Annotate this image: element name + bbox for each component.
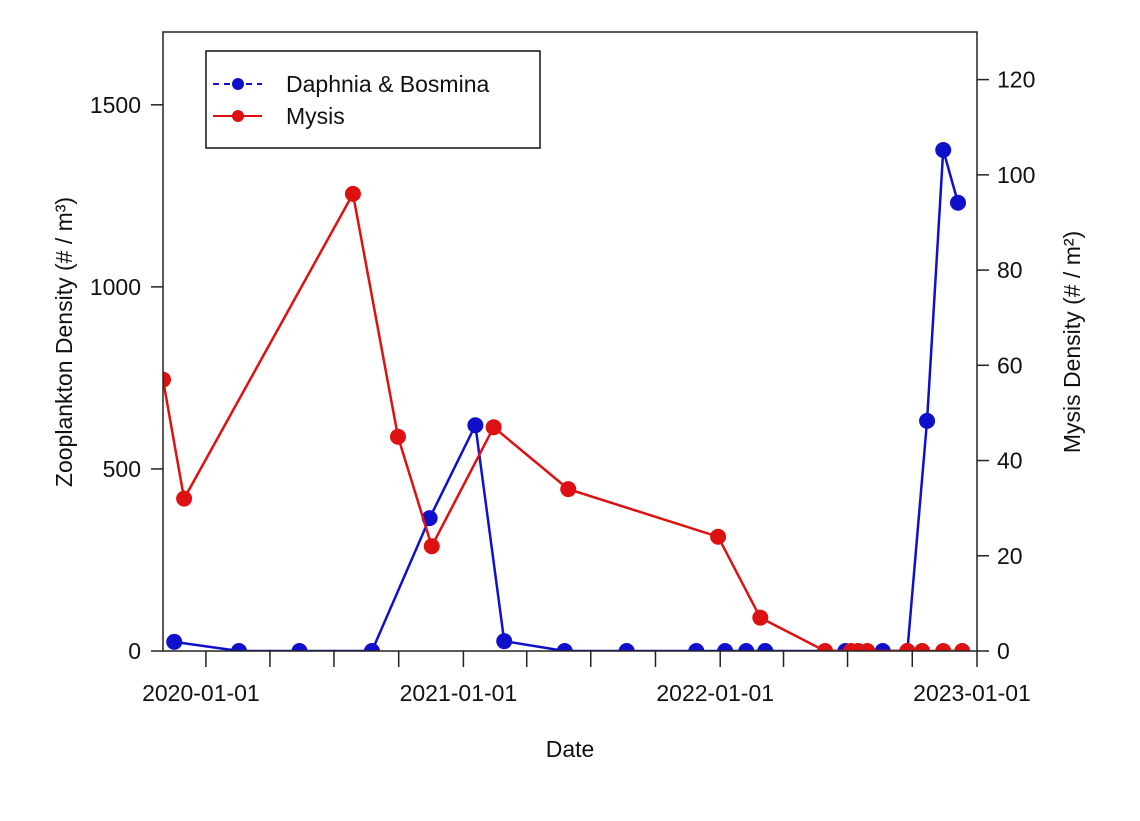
x-axis-label: Date	[546, 736, 595, 762]
y-tick-label-right: 100	[997, 162, 1035, 188]
data-point-daphnia	[738, 643, 755, 651]
y-tick-label-left: 0	[128, 638, 141, 664]
data-point-mysis	[859, 643, 876, 651]
y-tick-label-left: 500	[103, 456, 141, 482]
data-point-mysis	[389, 428, 406, 445]
data-point-daphnia	[363, 643, 380, 651]
y-tick-label-left: 1500	[90, 92, 141, 118]
data-point-daphnia	[919, 412, 936, 429]
legend-box	[205, 50, 541, 149]
y-tick-label-right: 0	[997, 638, 1010, 664]
data-point-mysis	[817, 643, 834, 651]
series-line-mysis	[163, 190, 963, 651]
data-point-daphnia	[688, 643, 705, 651]
y-tick-label-left: 1000	[90, 274, 141, 300]
y-tick-label-right: 60	[997, 352, 1023, 378]
data-point-daphnia	[421, 510, 438, 527]
data-point-daphnia	[717, 643, 734, 651]
data-point-daphnia	[230, 643, 247, 651]
x-tick-label: 2023-01-01	[913, 680, 1031, 706]
data-point-mysis	[710, 528, 727, 545]
data-point-daphnia	[874, 643, 891, 651]
legend-label-daphnia: Daphnia & Bosmina	[286, 71, 489, 97]
data-point-mysis	[485, 419, 502, 436]
data-point-mysis	[344, 185, 361, 202]
data-point-mysis	[176, 490, 193, 507]
data-point-daphnia	[291, 643, 308, 651]
series-layer	[163, 141, 971, 651]
data-point-mysis	[423, 538, 440, 555]
data-point-mysis	[954, 643, 971, 651]
axes: 2020-01-01 2021-01-01 2022-01-01 2023-01-01…	[90, 67, 1036, 706]
data-point-mysis	[914, 643, 931, 651]
y-tick-label-right: 40	[997, 448, 1023, 474]
plot-frame	[162, 31, 978, 652]
data-point-daphnia	[166, 633, 183, 650]
y-axis-label-left: Zooplankton Density (# / m³)	[51, 197, 77, 487]
legend-label-mysis: Mysis	[286, 103, 345, 129]
data-point-daphnia	[556, 643, 573, 651]
data-point-mysis	[935, 643, 952, 651]
data-point-mysis	[163, 371, 171, 388]
data-point-daphnia	[618, 643, 635, 651]
y-tick-label-right: 20	[997, 543, 1023, 569]
data-point-daphnia	[935, 141, 952, 158]
data-point-mysis	[560, 481, 577, 498]
x-tick-label: 2020-01-01	[142, 680, 260, 706]
legend: Daphnia & Bosmina Mysis	[205, 50, 541, 149]
data-point-daphnia	[496, 633, 513, 650]
y-tick-label-right: 120	[997, 67, 1035, 93]
y-tick-label-right: 80	[997, 257, 1023, 283]
data-point-mysis	[752, 609, 769, 626]
legend-marker-mysis	[232, 110, 244, 122]
data-point-mysis	[899, 643, 916, 651]
x-tick-label: 2022-01-01	[656, 680, 774, 706]
data-point-daphnia	[757, 643, 774, 651]
series-line-daphnia	[174, 149, 960, 651]
data-point-daphnia	[467, 417, 484, 434]
y-axis-label-right: Mysis Density (# / m²)	[1059, 231, 1085, 453]
data-point-daphnia	[950, 194, 967, 211]
legend-marker-daphnia	[232, 78, 244, 90]
x-tick-label: 2021-01-01	[400, 680, 518, 706]
